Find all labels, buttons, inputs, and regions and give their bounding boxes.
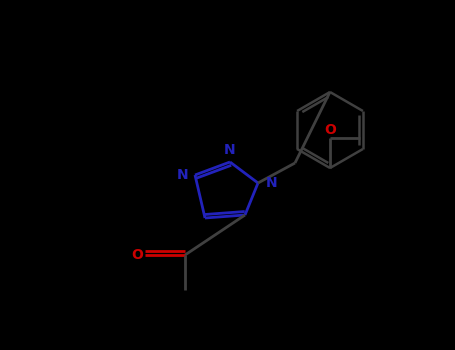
- Text: O: O: [324, 123, 336, 137]
- Text: N: N: [266, 176, 278, 190]
- Text: N: N: [177, 168, 189, 182]
- Text: O: O: [131, 248, 143, 262]
- Text: N: N: [224, 143, 236, 157]
